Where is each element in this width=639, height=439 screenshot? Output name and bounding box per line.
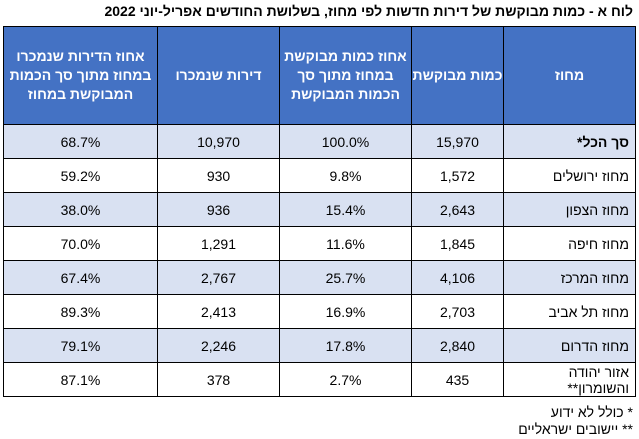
table-row: מחוז הדרום 2,840 17.8% 2,246 79.1% (3, 328, 636, 363)
header-district: מחוז (503, 26, 636, 125)
header-sold: דירות שנמכרו (157, 26, 280, 125)
cell-demand-pct: 17.8% (279, 328, 412, 363)
footnote: * כולל לא ידוע (550, 404, 633, 420)
cell-demand: 15,970 (411, 124, 504, 159)
cell-sold: 10,970 (157, 124, 280, 159)
cell-sold-pct: 59.2% (3, 158, 158, 193)
district-demand-table: מחוז כמות מבוקשת אחוז כמות מבוקשת במחוז … (3, 26, 636, 397)
table-row: מחוז תל אביב 2,703 16.9% 2,413 89.3% (3, 294, 636, 329)
table-row: אזור יהודה והשומרון** 435 2.7% 378 87.1% (3, 362, 636, 397)
cell-district: מחוז חיפה (503, 226, 636, 261)
cell-district: מחוז הצפון (503, 192, 636, 227)
table-row: מחוז המרכז 4,106 25.7% 2,767 67.4% (3, 260, 636, 295)
cell-sold-pct: 89.3% (3, 294, 158, 329)
cell-district: מחוז ירושלים (503, 158, 636, 193)
cell-sold-pct: 67.4% (3, 260, 158, 295)
table-row: מחוז ירושלים 1,572 9.8% 930 59.2% (3, 158, 636, 193)
cell-demand: 2,840 (411, 328, 504, 363)
table-row: מחוז הצפון 2,643 15.4% 936 38.0% (3, 192, 636, 227)
cell-demand: 435 (411, 362, 504, 397)
cell-demand: 2,643 (411, 192, 504, 227)
cell-demand-pct: 15.4% (279, 192, 412, 227)
cell-demand: 4,106 (411, 260, 504, 295)
cell-district: מחוז המרכז (503, 260, 636, 295)
table-header-row: מחוז כמות מבוקשת אחוז כמות מבוקשת במחוז … (3, 26, 636, 125)
cell-sold-pct: 38.0% (3, 192, 158, 227)
cell-demand: 1,572 (411, 158, 504, 193)
cell-sold: 936 (157, 192, 280, 227)
cell-sold-pct: 87.1% (3, 362, 158, 397)
cell-district: סך הכל* (503, 124, 636, 159)
header-demand-pct: אחוז כמות מבוקשת במחוז מתוך סך הכמות המב… (279, 26, 412, 125)
table-row-total: סך הכל* 15,970 100.0% 10,970 68.7% (3, 124, 636, 159)
table-title: לוח א - כמות מבוקשת של דירות חדשות לפי מ… (104, 3, 633, 19)
cell-sold: 930 (157, 158, 280, 193)
cell-sold: 378 (157, 362, 280, 397)
cell-sold-pct: 79.1% (3, 328, 158, 363)
cell-demand-pct: 100.0% (279, 124, 412, 159)
cell-sold: 2,246 (157, 328, 280, 363)
cell-sold: 2,413 (157, 294, 280, 329)
cell-demand-pct: 16.9% (279, 294, 412, 329)
cell-demand: 1,845 (411, 226, 504, 261)
cell-demand-pct: 11.6% (279, 226, 412, 261)
cell-sold: 2,767 (157, 260, 280, 295)
cell-sold: 1,291 (157, 226, 280, 261)
header-sold-pct: אחוז הדירות שנמכרו במחוז מתוך סך הכמות ה… (3, 26, 158, 125)
cell-district: מחוז הדרום (503, 328, 636, 363)
header-demand: כמות מבוקשת (411, 26, 504, 125)
table-row: מחוז חיפה 1,845 11.6% 1,291 70.0% (3, 226, 636, 261)
cell-demand: 2,703 (411, 294, 504, 329)
cell-demand-pct: 2.7% (279, 362, 412, 397)
cell-district: מחוז תל אביב (503, 294, 636, 329)
cell-sold-pct: 70.0% (3, 226, 158, 261)
footnote: ** יישובים ישראליים (518, 421, 633, 437)
cell-district: אזור יהודה והשומרון** (503, 362, 636, 397)
cell-demand-pct: 9.8% (279, 158, 412, 193)
cell-demand-pct: 25.7% (279, 260, 412, 295)
cell-sold-pct: 68.7% (3, 124, 158, 159)
